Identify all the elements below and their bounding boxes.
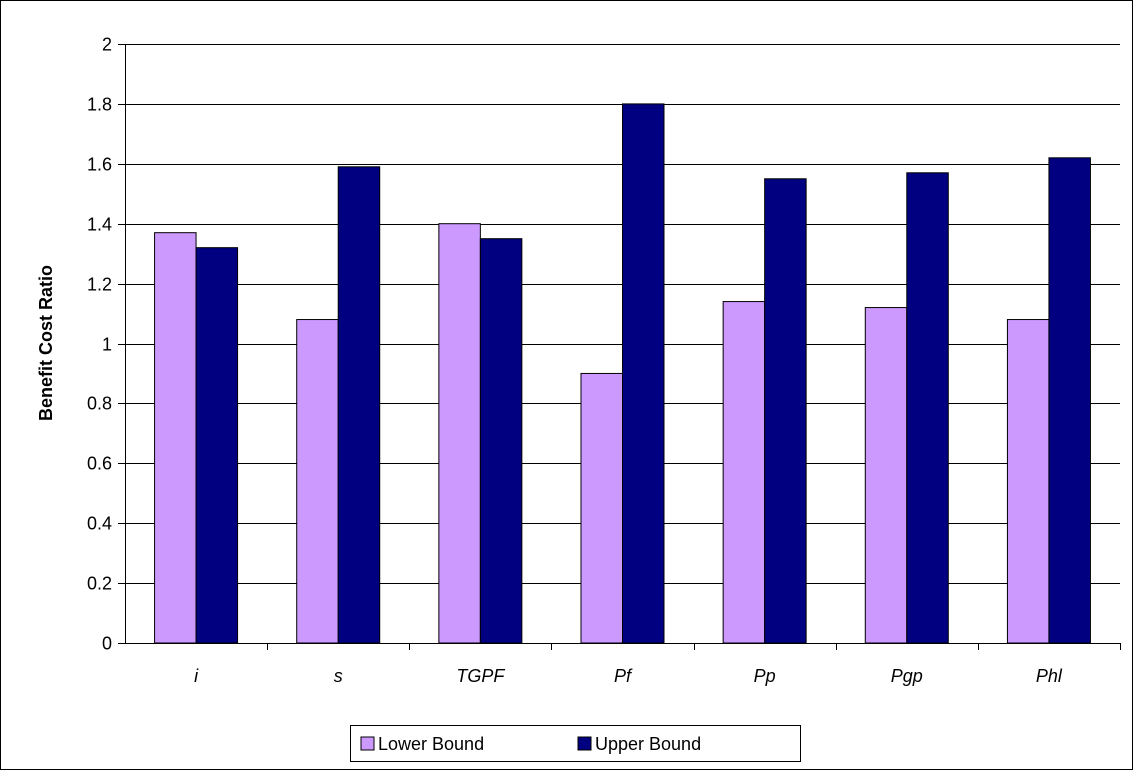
- bar-lower-bound: [580, 372, 623, 644]
- bar-lower-bound: [722, 301, 766, 644]
- x-tick-label: Pp: [754, 666, 776, 686]
- bar-lower-bound: [154, 232, 197, 644]
- axes: [118, 44, 1121, 650]
- y-tick-label: 0.4: [87, 514, 112, 534]
- bar-upper-bound: [195, 247, 239, 644]
- bar-lower-bound: [1006, 319, 1050, 644]
- bar-lower-bound: [438, 223, 481, 644]
- x-tick-label: TGPF: [456, 666, 505, 686]
- y-tick-label: 1.8: [87, 95, 112, 115]
- bar-upper-bound: [337, 166, 381, 644]
- x-tick-label: i: [194, 666, 199, 686]
- y-tick-label: 1: [102, 335, 112, 355]
- x-tick-label: Pgp: [891, 666, 923, 686]
- legend: Lower Bound Upper Bound: [350, 725, 801, 762]
- tick-labels: 0 0.2 0.4 0.6 0.8 1 1.2 1.4 1.6 1.8 2 i s TGPF Pf Pp Pgp…: [87, 35, 1063, 687]
- legend-box: [350, 725, 801, 762]
- legend-swatch: [360, 736, 375, 751]
- bar-upper-bound: [479, 238, 523, 644]
- x-tick-label: Phl: [1036, 666, 1063, 686]
- x-tick-label: Pf: [614, 666, 633, 686]
- y-tick-label: 0.6: [87, 454, 112, 474]
- y-tick-label: 1.2: [87, 275, 112, 295]
- y-tick-label: 2: [102, 35, 112, 55]
- bar-upper-bound: [622, 103, 665, 644]
- bar-lower-bound: [296, 319, 339, 644]
- y-tick-label: 1.4: [87, 215, 112, 235]
- bar-lower-bound: [864, 307, 908, 644]
- y-axis-title: Benefit Cost Ratio: [36, 265, 56, 421]
- legend-label: Lower Bound: [378, 734, 484, 754]
- x-tick-label: s: [334, 666, 343, 686]
- y-tick-label: 0.8: [87, 394, 112, 414]
- bar-upper-bound: [906, 172, 949, 644]
- bar-upper-bound: [1048, 157, 1091, 644]
- y-tick-label: 0: [102, 634, 112, 654]
- legend-swatch: [577, 736, 592, 751]
- legend-label: Upper Bound: [595, 734, 701, 754]
- y-tick-label: 0.2: [87, 574, 112, 594]
- bar-upper-bound: [764, 178, 807, 644]
- y-tick-label: 1.6: [87, 155, 112, 175]
